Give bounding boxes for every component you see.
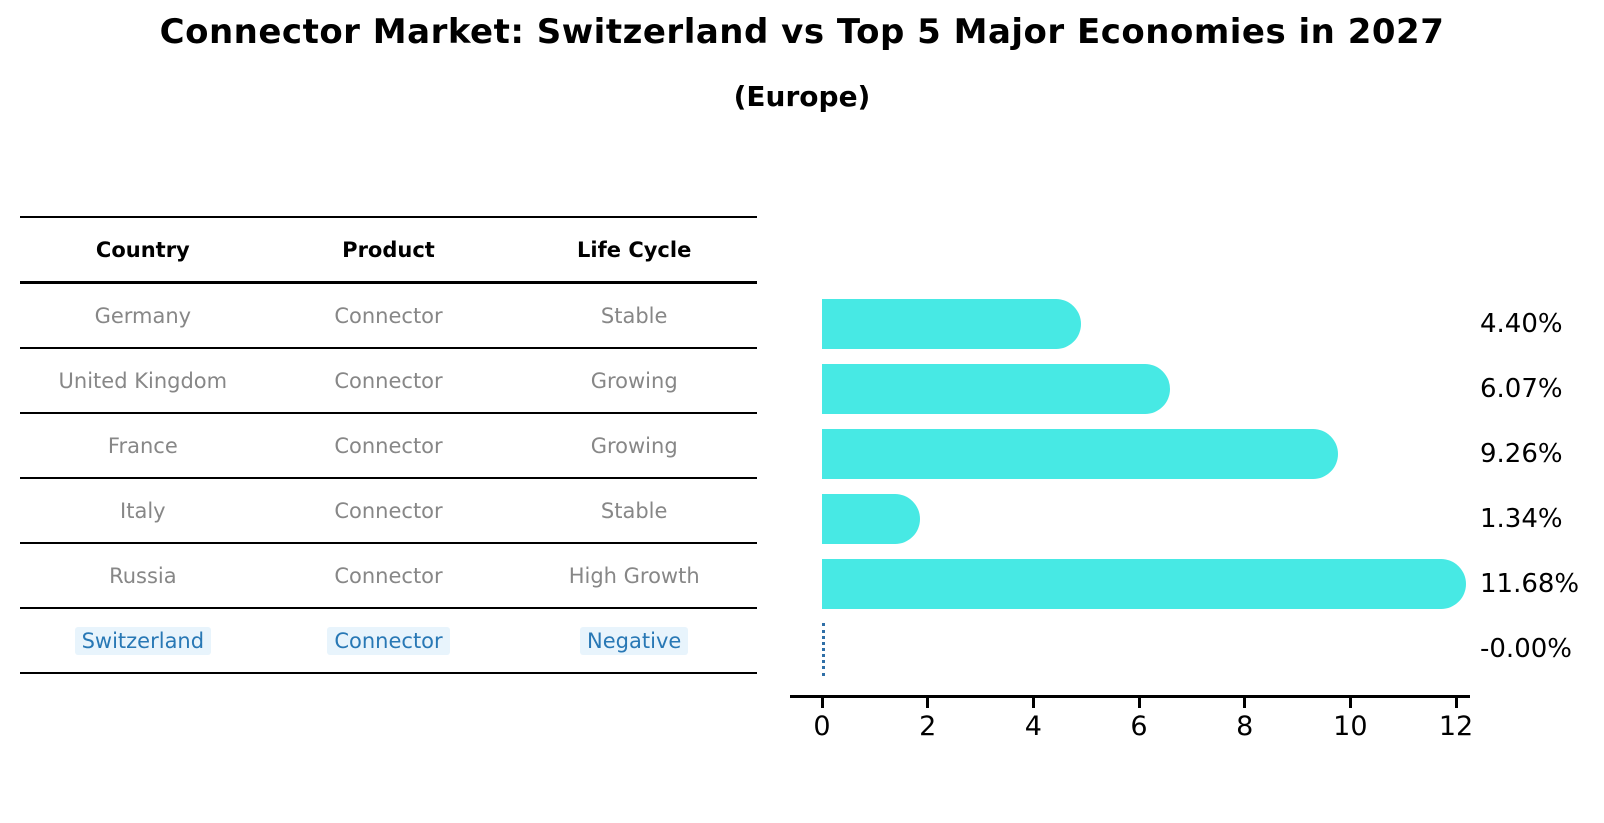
bar-row (822, 357, 1456, 422)
cell-text: United Kingdom (58, 368, 228, 393)
x-axis-tick (1243, 698, 1247, 708)
cell-life-cycle: Growing (511, 414, 757, 477)
bar-france (822, 429, 1339, 479)
bar-row (822, 617, 1456, 682)
cell-text: Switzerland (74, 626, 212, 655)
table-header-life-cycle: Life Cycle (577, 237, 692, 262)
cell-text: Connector (334, 303, 443, 328)
x-axis-tick (926, 698, 930, 708)
table-header-product: Product (342, 237, 435, 262)
cell-product: Connector (266, 284, 512, 347)
cell-text: Russia (109, 563, 177, 588)
table-row-switzerland: Switzerland Connector Negative (20, 609, 757, 674)
cell-country: Switzerland (20, 609, 266, 672)
chart-subtitle: (Europe) (733, 80, 871, 113)
cell-product: Connector (266, 349, 512, 412)
x-axis-tick (1031, 698, 1035, 708)
plot-area (822, 292, 1467, 682)
cell-text: Germany (94, 303, 192, 328)
x-axis-tick-label: 8 (1236, 711, 1254, 742)
bar-row (822, 487, 1456, 552)
bar-row (822, 552, 1467, 617)
x-axis-tick (1454, 698, 1458, 708)
bar-value-label-switzerland: -0.00% (1480, 634, 1572, 664)
zero-dotted-line (822, 623, 825, 676)
cell-text: High Growth (568, 563, 700, 588)
table-row-united-kingdom: United Kingdom Connector Growing (20, 349, 757, 414)
x-axis-tick-label: 4 (1024, 711, 1042, 742)
cell-country: United Kingdom (20, 349, 266, 412)
x-axis-tick (820, 698, 824, 708)
x-axis (790, 695, 1470, 698)
x-axis-tick-label: 0 (813, 711, 831, 742)
country-table: Country Product Life Cycle Germany Conne… (20, 216, 757, 674)
x-axis-tick (1348, 698, 1352, 708)
cell-text: Stable (600, 498, 668, 523)
cell-text: Negative (580, 626, 689, 655)
cell-product: Connector (266, 414, 512, 477)
cell-product: Connector (266, 544, 512, 607)
cell-life-cycle: Negative (511, 609, 757, 672)
bar-germany (822, 299, 1082, 349)
bar-value-label-france: 9.26% (1480, 439, 1563, 469)
bar-value-label-germany: 4.40% (1480, 309, 1563, 339)
cell-country: Germany (20, 284, 266, 347)
table-row-russia: Russia Connector High Growth (20, 544, 757, 609)
table-header-row: Country Product Life Cycle (20, 218, 757, 284)
cell-country: Italy (20, 479, 266, 542)
x-axis-tick-label: 6 (1130, 711, 1148, 742)
x-axis-tick-label: 10 (1333, 711, 1368, 742)
cell-text: Connector (334, 498, 443, 523)
chart-title: Connector Market: Switzerland vs Top 5 M… (159, 12, 1445, 52)
cell-text: France (107, 433, 178, 458)
cell-text: Growing (590, 368, 678, 393)
cell-text: Connector (334, 368, 443, 393)
cell-text: Connector (334, 433, 443, 458)
table-row-france: France Connector Growing (20, 414, 757, 479)
cell-country: France (20, 414, 266, 477)
bar-united-kingdom (822, 364, 1170, 414)
table-header-country: Country (95, 237, 190, 262)
table-row-germany: Germany Connector Stable (20, 284, 757, 349)
bar-row (822, 422, 1456, 487)
cell-text: Connector (327, 626, 450, 655)
bar-value-label-russia: 11.68% (1480, 569, 1580, 599)
x-axis-tick-label: 2 (919, 711, 937, 742)
cell-product: Connector (266, 479, 512, 542)
bar-row (822, 292, 1456, 357)
cell-life-cycle: Stable (511, 479, 757, 542)
x-axis-tick (1137, 698, 1141, 708)
cell-text: Stable (600, 303, 668, 328)
table-row-italy: Italy Connector Stable (20, 479, 757, 544)
cell-product: Connector (266, 609, 512, 672)
bar-russia (822, 559, 1467, 609)
bar-value-label-united-kingdom: 6.07% (1480, 374, 1563, 404)
cell-country: Russia (20, 544, 266, 607)
bar-italy (822, 494, 920, 544)
cell-text: Growing (590, 433, 678, 458)
cell-text: Italy (120, 498, 166, 523)
x-axis-tick-label: 12 (1438, 711, 1474, 742)
bar-chart: 0 2 4 6 8 10 12 4.40% 6.07% 9.26% 1.34% … (790, 292, 1579, 752)
value-label-column: 4.40% 6.07% 9.26% 1.34% 11.68% -0.00% (1480, 292, 1604, 682)
cell-life-cycle: Growing (511, 349, 757, 412)
cell-life-cycle: Stable (511, 284, 757, 347)
bar-value-label-italy: 1.34% (1480, 504, 1563, 534)
cell-life-cycle: High Growth (511, 544, 757, 607)
cell-text: Connector (334, 563, 443, 588)
